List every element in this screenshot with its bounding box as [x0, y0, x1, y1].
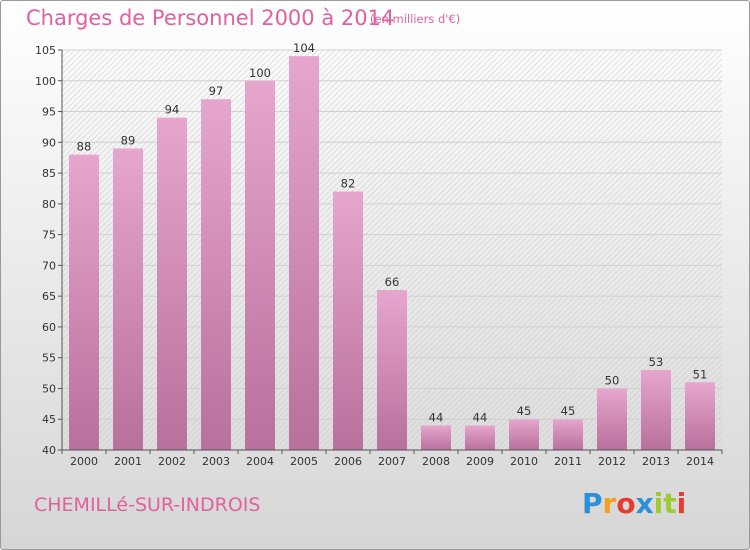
- chart-subtitle: (en milliers d'€): [370, 12, 461, 26]
- x-axis: 2000 2001 2002 2003 2004 2005 2006 2007 2008 2009…: [61, 449, 723, 468]
- proxiti-logo: Proxiti: [582, 487, 686, 520]
- y-tick-label: 85: [42, 167, 56, 180]
- y-tick-label: 105: [35, 44, 56, 57]
- bar-2004: [245, 80, 275, 451]
- data-label-2014: 51: [693, 367, 708, 381]
- y-tick-label: 95: [42, 106, 56, 119]
- bar-2010: [509, 419, 539, 450]
- x-tick-label-2010: 2010: [510, 455, 538, 468]
- x-tick-label-2014: 2014: [686, 455, 714, 468]
- x-tick-label-2000: 2000: [70, 455, 98, 468]
- y-tick-label: 80: [42, 198, 56, 211]
- data-label-2007: 66: [385, 275, 400, 289]
- x-tick-label-2011: 2011: [554, 455, 582, 468]
- logo-letter: P: [582, 487, 603, 520]
- data-label-2010: 45: [517, 404, 532, 418]
- bar-2006: [333, 191, 363, 451]
- y-tick-label: 70: [42, 259, 56, 272]
- x-tick-label-2013: 2013: [642, 455, 670, 468]
- bar-2001: [113, 148, 143, 450]
- chart-title: Charges de Personnel 2000 à 2014: [26, 6, 395, 30]
- y-tick-label: 50: [42, 382, 56, 395]
- y-axis: 40 45 50 55 60 65 70 75 80 85 90 95 100 105: [35, 44, 63, 457]
- bar-2005: [289, 56, 319, 451]
- x-tick-label-2005: 2005: [290, 455, 318, 468]
- bar-2014: [685, 382, 715, 450]
- x-tick-label-2008: 2008: [422, 455, 450, 468]
- logo-letter: t: [663, 487, 677, 520]
- data-label-2013: 53: [649, 355, 664, 369]
- y-tick-label: 65: [42, 290, 56, 303]
- y-tick-label: 90: [42, 136, 56, 149]
- logo-letter: i: [653, 487, 664, 520]
- bar-2008: [421, 425, 451, 450]
- data-label-2012: 50: [605, 373, 620, 387]
- bar-2013: [641, 370, 671, 450]
- data-label-2002: 94: [165, 103, 180, 117]
- data-label-2003: 97: [209, 84, 224, 98]
- data-label-2005: 104: [293, 41, 315, 55]
- data-label-2000: 88: [77, 140, 92, 154]
- commune-name: CHEMILLé-SUR-INDROIS: [34, 494, 261, 516]
- logo-letter: i: [676, 487, 687, 520]
- bar-2000: [69, 154, 99, 450]
- logo-letter: o: [616, 487, 636, 520]
- data-label-2001: 89: [121, 133, 136, 147]
- x-tick-label-2007: 2007: [378, 455, 406, 468]
- x-tick-label-2004: 2004: [246, 455, 274, 468]
- x-tick-label-2012: 2012: [598, 455, 626, 468]
- logo-letter: r: [602, 487, 617, 520]
- bar-2011: [553, 419, 583, 450]
- bar-2002: [157, 117, 187, 450]
- y-tick-label: 75: [42, 229, 56, 242]
- y-tick-label: 45: [42, 413, 56, 426]
- y-tick-label: 60: [42, 321, 56, 334]
- data-labels: 88 89 94 97 100 104 82 66 44 44 45 45 50 53 51: [77, 41, 708, 424]
- x-tick-label-2006: 2006: [334, 455, 362, 468]
- x-tick-label-2002: 2002: [158, 455, 186, 468]
- logo-letter: x: [635, 487, 654, 520]
- data-label-2004: 100: [249, 66, 271, 80]
- bar-2007: [377, 290, 407, 450]
- data-label-2009: 44: [473, 410, 488, 424]
- y-tick-label: 40: [42, 444, 56, 457]
- x-tick-label-2003: 2003: [202, 455, 230, 468]
- bars: [69, 56, 715, 451]
- x-tick-label-2001: 2001: [114, 455, 142, 468]
- x-tick-label-2009: 2009: [466, 455, 494, 468]
- data-label-2011: 45: [561, 404, 576, 418]
- y-tick-label: 100: [35, 75, 56, 88]
- bar-2012: [597, 388, 627, 450]
- y-tick-label: 55: [42, 352, 56, 365]
- data-label-2006: 82: [341, 177, 356, 191]
- bar-2003: [201, 99, 231, 450]
- bar-2009: [465, 425, 495, 450]
- data-label-2008: 44: [429, 410, 444, 424]
